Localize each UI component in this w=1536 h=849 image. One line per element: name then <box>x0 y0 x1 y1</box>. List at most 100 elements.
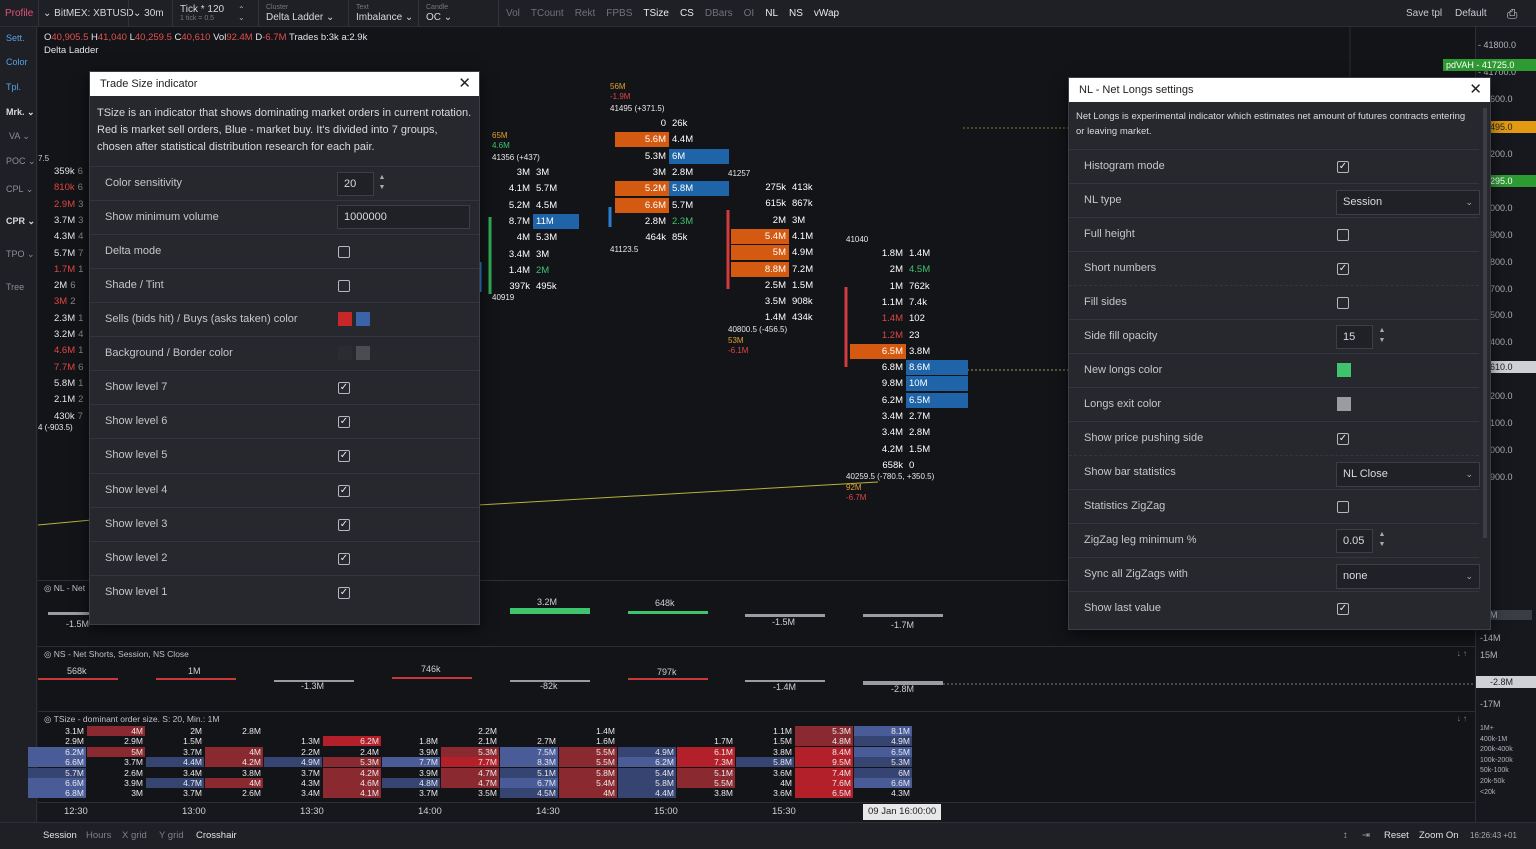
sidebar-item-poc[interactable]: POC ⌄ <box>6 156 36 166</box>
buy-color-swatch[interactable] <box>356 312 370 326</box>
show-level-checkbox[interactable]: ✓ <box>338 382 350 394</box>
min-volume-input[interactable]: 1000000 <box>337 205 470 229</box>
zigzag-leg-input[interactable]: 0.05 <box>1336 529 1373 553</box>
show-last-value-checkbox[interactable]: ✓ <box>1337 603 1349 615</box>
short-numbers-checkbox[interactable]: ✓ <box>1337 263 1349 275</box>
nl-type-select[interactable]: Session ⌄ <box>1336 190 1480 215</box>
sidebar-item-color[interactable]: Color <box>6 57 28 67</box>
close-icon[interactable]: ✕ <box>458 75 471 92</box>
left-value: 3.2M 4 <box>54 329 83 340</box>
sidebar-item-cpl[interactable]: CPL ⌄ <box>6 184 34 194</box>
indicator-toggle-vwap[interactable]: vWap <box>813 8 840 19</box>
sidebar-item-markers[interactable]: Mrk. ⌄ <box>6 107 35 117</box>
full-height-checkbox[interactable] <box>1337 229 1349 241</box>
tick-stepper[interactable]: ⌃ ⌄ <box>238 4 245 22</box>
sidebar-item-template[interactable]: Tpl. <box>6 82 22 92</box>
show-level-checkbox[interactable]: ✓ <box>338 416 350 429</box>
row-label: Sells (bids hit) / Buys (asks taken) col… <box>105 313 298 325</box>
spinner-icon[interactable]: ▲ ▼ <box>1378 531 1386 548</box>
candle-label: 40800.5 (-456.5) <box>728 325 788 334</box>
footprint-row: 1.4M 434k <box>731 310 853 325</box>
sidebar-item-tree[interactable]: Tree <box>6 282 25 292</box>
timeframe-selector[interactable]: ⌄ 30m <box>133 8 164 19</box>
session-toggle[interactable]: Session <box>43 830 77 841</box>
close-icon[interactable]: ✕ <box>1469 81 1482 98</box>
eye-icon[interactable]: ◎ <box>44 583 52 593</box>
y-grid-toggle[interactable]: Y grid <box>159 830 184 841</box>
background-color-swatch[interactable] <box>338 346 352 360</box>
reset-button[interactable]: Reset <box>1384 830 1409 841</box>
tsize-cell: 4.5M <box>500 788 558 799</box>
crosshair-toggle[interactable]: Crosshair <box>196 830 237 841</box>
side-fill-opacity-input[interactable]: 15 <box>1336 325 1373 349</box>
shade-tint-checkbox[interactable] <box>338 280 350 292</box>
footprint-row: 5M 4.9M <box>731 245 853 261</box>
default-template-selector[interactable]: Default <box>1455 8 1487 19</box>
indicator-toggle-cs[interactable]: CS <box>679 8 694 19</box>
delta-mode-checkbox[interactable] <box>338 246 350 258</box>
show-level-checkbox[interactable]: ✓ <box>338 450 350 463</box>
new-longs-color-swatch[interactable] <box>1337 363 1351 377</box>
longs-exit-color-swatch[interactable] <box>1337 397 1351 411</box>
color-sensitivity-input[interactable]: 20 <box>337 172 374 196</box>
show-level-checkbox[interactable]: ✓ <box>338 518 350 531</box>
left-value-vol: 3M <box>54 296 68 308</box>
sidebar-item-settings[interactable]: Sett. <box>6 33 25 43</box>
spinner-icon[interactable]: ▲ ▼ <box>378 174 386 191</box>
time-axis[interactable]: 12:30 13:00 13:30 14:00 14:30 15:00 15:30 09 J… <box>38 802 1475 822</box>
spinner-icon[interactable]: ▲ ▼ <box>1378 327 1386 344</box>
sell-color-swatch[interactable] <box>338 312 352 326</box>
dialog-scrollbar[interactable] <box>1483 108 1487 538</box>
indicator-toggle-ns[interactable]: NS <box>789 8 803 19</box>
zoom-toggle[interactable]: Zoom On <box>1419 830 1459 841</box>
profile-button[interactable]: Profile <box>5 8 34 19</box>
indicator-toggle-dbars[interactable]: DBars <box>704 8 733 19</box>
candle-selector[interactable]: Candle OC ⌄ <box>426 4 453 23</box>
candle-label: 56M <box>610 82 626 91</box>
symbol-selector[interactable]: ⌄ BitMEX: XBTUSD <box>43 8 134 19</box>
show-level-checkbox[interactable]: ✓ <box>338 484 350 497</box>
text-mode-selector[interactable]: Text Imbalance ⌄ <box>356 4 414 23</box>
sync-zigzag-select[interactable]: none ⌄ <box>1336 564 1480 589</box>
tsize-cell <box>323 726 381 736</box>
tsize-panel[interactable]: ◎ TSize - dominant order size. S: 20, Mi… <box>28 711 1475 802</box>
sidebar-item-tpo[interactable]: TPO ⌄ <box>6 249 35 259</box>
vertical-resize-icon[interactable]: ↕ <box>1343 830 1348 841</box>
indicator-toggle-oi[interactable]: OI <box>743 8 755 19</box>
indicator-toggle-tcount[interactable]: TCount <box>530 8 564 19</box>
bid-cell: 1.1M <box>881 296 903 308</box>
indicator-toggle-tsize[interactable]: TSize <box>643 8 669 19</box>
fill-sides-checkbox[interactable] <box>1337 297 1349 309</box>
screenshot-icon[interactable]: ⎙ <box>1507 5 1518 21</box>
indicator-toggle-vol[interactable]: Vol <box>506 8 520 19</box>
panel-arrows-icon[interactable]: ↓ ↑ <box>1456 714 1467 723</box>
hours-toggle[interactable]: Hours <box>86 830 112 841</box>
sidebar-item-cpr[interactable]: CPR ⌄ <box>6 216 36 226</box>
tick-size-selector[interactable]: Tick * 120 1 tick = 0.5 <box>180 4 225 22</box>
show-level-row: Show level 1 ✓ <box>90 575 479 609</box>
eye-icon[interactable]: ◎ <box>44 714 52 724</box>
bar-statistics-select[interactable]: NL Close ⌄ <box>1336 462 1480 487</box>
indicator-toggle-fpbs[interactable]: FPBS <box>606 8 633 19</box>
price-pushing-checkbox[interactable]: ✓ <box>1337 433 1349 445</box>
tsize-cell: 4M <box>559 788 617 799</box>
save-template-button[interactable]: Save tpl <box>1406 8 1443 19</box>
x-grid-toggle[interactable]: X grid <box>122 830 147 841</box>
eye-icon[interactable]: ◎ <box>44 649 52 659</box>
cluster-selector[interactable]: Cluster Delta Ladder ⌄ <box>266 4 335 23</box>
indicator-toggle-rekt[interactable]: Rekt <box>574 8 596 19</box>
min-volume-row: Show minimum volume 1000000 <box>90 200 479 234</box>
ns-panel[interactable]: ◎ NS - Net Shorts, Session, NS Close ↓ ↑… <box>38 646 1475 711</box>
sidebar-item-va[interactable]: VA ⌄ <box>9 131 30 141</box>
tsize-cell: 6M <box>854 767 912 778</box>
statistics-zigzag-checkbox[interactable] <box>1337 501 1349 513</box>
indicator-toggle-nl[interactable]: NL <box>765 8 779 19</box>
ohlc-readout: O40,905.5 H41,040 L40,259.5 C40,610 Vol9… <box>44 32 368 43</box>
histogram-mode-checkbox[interactable]: ✓ <box>1337 161 1349 173</box>
panel-arrows-icon[interactable]: ↓ ↑ <box>1456 649 1467 658</box>
show-level-checkbox[interactable]: ✓ <box>338 553 350 565</box>
scroll-end-icon[interactable]: ⇥ <box>1362 830 1370 841</box>
show-level-checkbox[interactable]: ✓ <box>338 587 350 600</box>
bid-cell: 658k <box>882 459 903 471</box>
border-color-swatch[interactable] <box>356 346 370 360</box>
